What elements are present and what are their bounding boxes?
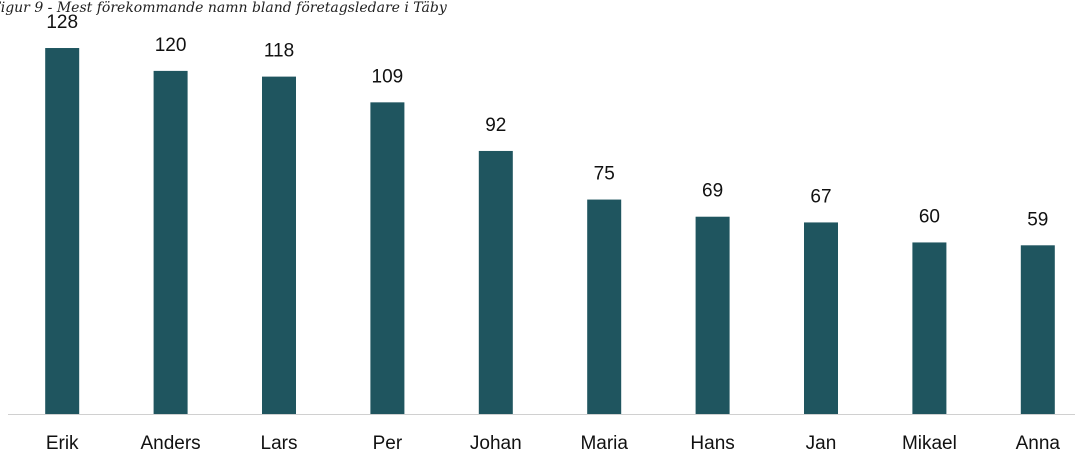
bar [804, 222, 838, 414]
x-tick-label: Lars [261, 433, 298, 454]
x-tick-label: Anna [1016, 433, 1061, 454]
chart-title: Figur 9 - Mest förekommande namn bland f… [0, 0, 448, 16]
data-label: 75 [594, 164, 615, 185]
data-label: 92 [485, 115, 506, 136]
bar [262, 76, 296, 414]
bar [1020, 245, 1055, 414]
data-label: 67 [810, 186, 831, 207]
x-tick-label: Anders [140, 433, 200, 454]
bar [478, 150, 513, 414]
data-label: 60 [919, 206, 940, 227]
bar [695, 216, 730, 414]
data-label: 69 [702, 181, 723, 202]
x-tick-label: Jan [806, 433, 837, 454]
x-tick-label: Per [373, 433, 403, 454]
data-label: 128 [46, 12, 78, 33]
x-tick-label: Hans [690, 433, 734, 454]
bar [912, 242, 947, 414]
data-label: 59 [1027, 209, 1048, 230]
x-tick-label: Mikael [902, 433, 957, 454]
x-tick-label: Johan [470, 433, 522, 454]
x-tick-label: Maria [580, 433, 628, 454]
data-label: 120 [155, 35, 187, 56]
data-label: 118 [264, 41, 294, 62]
bar [370, 102, 405, 415]
bar [587, 199, 622, 414]
x-tick-label: Erik [46, 433, 79, 454]
bar [45, 48, 80, 414]
bar [153, 70, 188, 415]
data-label: 109 [372, 66, 404, 87]
